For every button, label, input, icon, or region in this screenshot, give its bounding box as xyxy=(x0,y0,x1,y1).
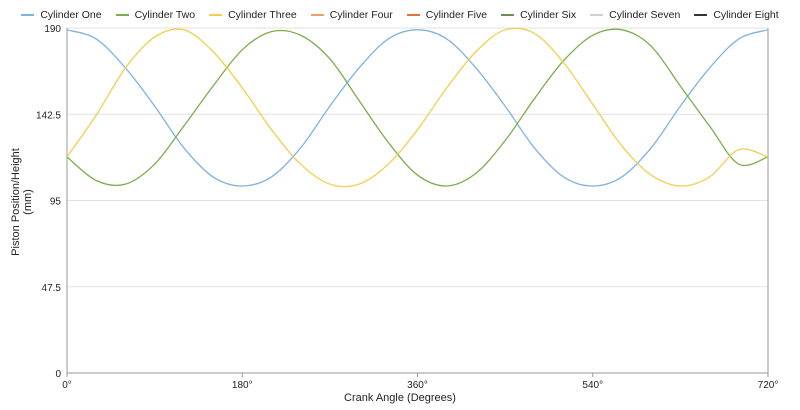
y-tick-label: 190 xyxy=(44,24,61,35)
x-tick-label: 0° xyxy=(62,380,72,391)
series-line-2 xyxy=(66,28,769,187)
legend-swatch xyxy=(694,14,708,16)
x-axis-label: Crank Angle (Degrees) xyxy=(344,392,456,404)
legend-label: Cylinder Six xyxy=(520,9,577,21)
legend-swatch xyxy=(21,14,35,16)
legend-label: Cylinder Three xyxy=(228,9,297,21)
series-line-3 xyxy=(66,27,769,188)
legend-swatch xyxy=(310,14,324,16)
y-tick-label: 0 xyxy=(55,369,61,380)
x-tick-label: 720° xyxy=(758,380,779,391)
y-tick-label: 95 xyxy=(50,197,62,208)
legend-item: Cylinder Five xyxy=(406,9,488,21)
legend-item: Cylinder One xyxy=(21,9,102,21)
legend-item: Cylinder Three xyxy=(209,9,297,21)
legend: Cylinder One Cylinder Two Cylinder Three Cy… xyxy=(0,9,800,21)
legend-swatch xyxy=(209,14,223,16)
legend-item: Cylinder Seven xyxy=(590,9,680,21)
legend-item: Cylinder Four xyxy=(310,9,393,21)
legend-swatch xyxy=(406,14,420,16)
x-tick-label: 540° xyxy=(582,380,603,391)
legend-label: Cylinder Four xyxy=(329,9,393,21)
y-tick-label: 47.5 xyxy=(42,283,62,294)
legend-label: Cylinder One xyxy=(40,9,102,21)
legend-swatch xyxy=(501,14,515,16)
legend-item: Cylinder Two xyxy=(115,9,196,21)
x-tick-label: 180° xyxy=(232,380,253,391)
legend-label: Cylinder Seven xyxy=(609,9,681,21)
legend-label: Cylinder Eight xyxy=(713,9,779,21)
y-tick-label: 142.5 xyxy=(36,110,61,121)
legend-label: Cylinder Five xyxy=(425,9,488,21)
legend-swatch xyxy=(115,14,129,16)
legend-label: Cylinder Two xyxy=(134,9,196,21)
legend-swatch xyxy=(590,14,604,16)
legend-item: Cylinder Six xyxy=(501,9,576,21)
legend-item: Cylinder Eight xyxy=(694,9,779,21)
x-tick-label: 360° xyxy=(407,380,428,391)
series-line-1 xyxy=(66,29,769,187)
